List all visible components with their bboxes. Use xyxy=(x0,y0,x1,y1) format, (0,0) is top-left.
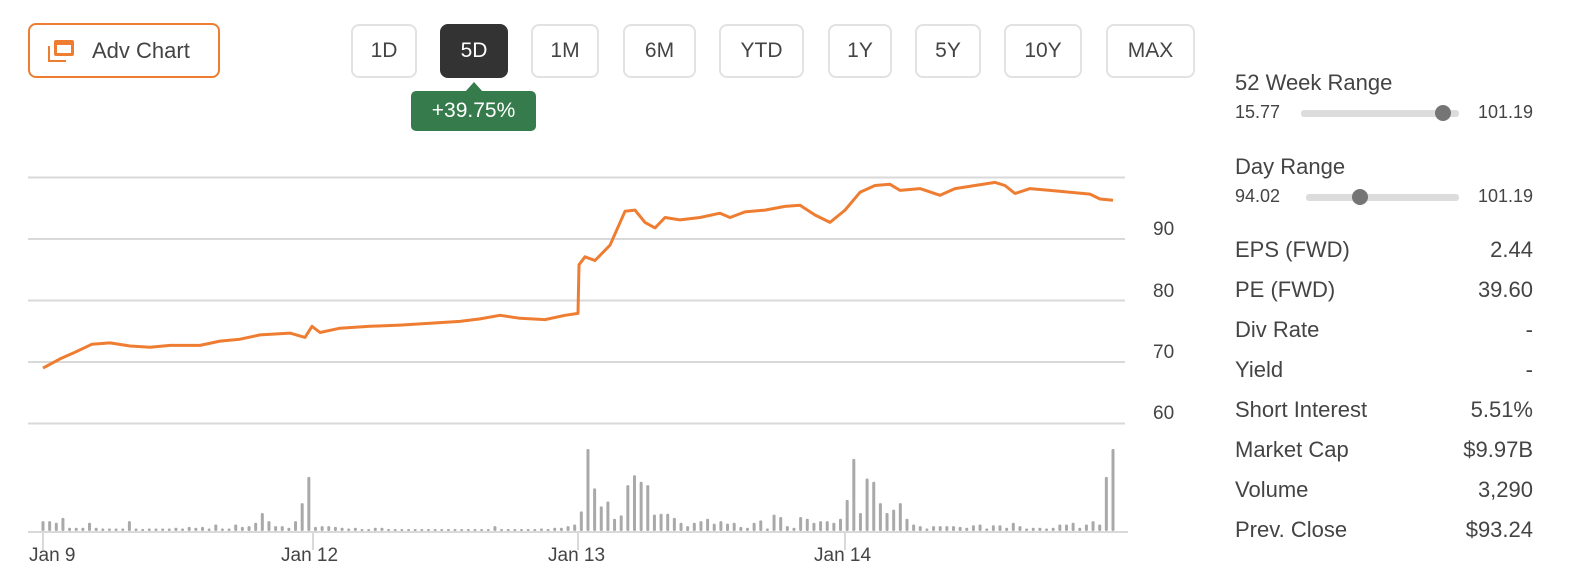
stat-short-interest: Short Interest 5.51% xyxy=(1235,390,1533,430)
stat-label: PE (FWD) xyxy=(1235,277,1336,302)
stat-label: Short Interest xyxy=(1235,397,1368,422)
stat-div-rate: Div Rate - xyxy=(1235,310,1533,350)
range-label: 5D xyxy=(460,39,488,62)
stat-label: EPS (FWD) xyxy=(1235,237,1350,262)
range-button-5d[interactable]: 5D xyxy=(440,24,508,78)
day-range-marker xyxy=(1351,189,1368,205)
price-change-badge: +39.75% xyxy=(411,82,536,131)
stat-value: - xyxy=(1525,317,1533,342)
day-range-track xyxy=(1306,194,1459,201)
range-button-1d[interactable]: 1D xyxy=(351,24,417,78)
stat-label: Div Rate xyxy=(1235,317,1320,342)
range-label: 5Y xyxy=(935,39,961,62)
price-chart[interactable] xyxy=(0,0,1140,588)
y-tick-label: 80 xyxy=(1153,281,1175,302)
stat-value: 5.51% xyxy=(1470,397,1533,422)
day-high: 101.19 xyxy=(1477,186,1533,206)
day-range-title: Day Range xyxy=(1235,154,1346,179)
range-button-5y[interactable]: 5Y xyxy=(915,24,981,78)
stat-value: $93.24 xyxy=(1465,517,1533,542)
stat-value: - xyxy=(1525,357,1533,382)
y-tick-label: 90 xyxy=(1153,219,1175,240)
range-button-max[interactable]: MAX xyxy=(1106,24,1195,78)
range-label: 1D xyxy=(370,39,398,62)
stat-market-cap: Market Cap $9.97B xyxy=(1235,430,1533,470)
day-low: 94.02 xyxy=(1235,186,1281,206)
chart-gridlines xyxy=(28,176,1128,533)
week52-range: 52 Week Range 15.77 101.19 xyxy=(1235,70,1533,154)
week52-high: 101.19 xyxy=(1477,102,1533,122)
stat-label: Prev. Close xyxy=(1235,517,1348,542)
x-tick-label: Jan 12 xyxy=(281,545,339,566)
x-axis-ticks xyxy=(42,532,846,550)
key-stats-panel: 52 Week Range 15.77 101.19 Day Range 94.… xyxy=(1235,70,1533,550)
day-range: Day Range 94.02 101.19 xyxy=(1235,154,1533,238)
stat-label: Volume xyxy=(1235,477,1309,502)
range-label: 1M xyxy=(550,39,580,62)
stat-value: 2.44 xyxy=(1490,237,1533,262)
stat-pe-fwd: PE (FWD) 39.60 xyxy=(1235,270,1533,310)
week52-low: 15.77 xyxy=(1235,102,1281,122)
range-button-1y[interactable]: 1Y xyxy=(828,24,892,78)
y-tick-label: 70 xyxy=(1153,342,1175,363)
range-label: 10Y xyxy=(1024,39,1062,62)
stat-yield: Yield - xyxy=(1235,350,1533,390)
range-label: YTD xyxy=(740,39,783,62)
range-button-ytd[interactable]: YTD xyxy=(719,24,804,78)
x-tick-label: Jan 13 xyxy=(548,545,606,566)
stat-prev-close: Prev. Close $93.24 xyxy=(1235,510,1533,550)
volume-bars xyxy=(41,449,1115,531)
stat-value: 3,290 xyxy=(1477,477,1533,502)
range-button-1m[interactable]: 1M xyxy=(531,24,599,78)
range-button-6m[interactable]: 6M xyxy=(623,24,696,78)
range-label: 6M xyxy=(644,39,675,62)
week52-range-track xyxy=(1301,110,1459,117)
price-line xyxy=(42,180,1114,370)
range-button-10y[interactable]: 10Y xyxy=(1004,24,1082,78)
range-label: 1Y xyxy=(847,39,873,62)
week52-range-title: 52 Week Range xyxy=(1235,70,1393,95)
chart-windows-icon xyxy=(48,38,76,64)
range-label: MAX xyxy=(1127,39,1174,62)
y-tick-label: 60 xyxy=(1153,403,1175,424)
stat-label: Yield xyxy=(1235,357,1284,382)
stat-eps-fwd: EPS (FWD) 2.44 xyxy=(1235,230,1533,270)
stat-volume: Volume 3,290 xyxy=(1235,470,1533,510)
adv-chart-button[interactable]: Adv Chart xyxy=(28,23,220,78)
stat-label: Market Cap xyxy=(1235,437,1349,462)
x-tick-label: Jan 14 xyxy=(814,545,872,566)
x-tick-label: Jan 9 xyxy=(29,545,76,566)
adv-chart-label: Adv Chart xyxy=(92,37,190,63)
stat-value: 39.60 xyxy=(1477,277,1533,302)
stat-value: $9.97B xyxy=(1463,437,1533,462)
week52-range-marker xyxy=(1435,105,1452,121)
